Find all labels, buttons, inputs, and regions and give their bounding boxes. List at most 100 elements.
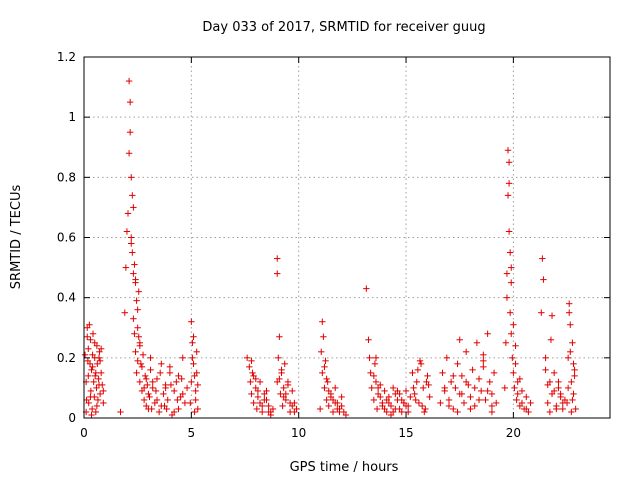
x-tick-label: 10 — [291, 426, 306, 440]
data-point — [148, 405, 155, 413]
x-tick-label: 0 — [80, 426, 88, 440]
data-point — [100, 399, 107, 407]
data-point — [265, 402, 272, 410]
y-tick-label: 0.4 — [57, 291, 76, 305]
data-point — [506, 309, 514, 316]
data-point — [564, 384, 572, 392]
data-point — [425, 381, 432, 389]
data-point — [370, 396, 378, 404]
data-point — [412, 396, 419, 404]
data-point — [192, 396, 199, 404]
data-point — [85, 372, 92, 380]
y-tick-label: 1 — [68, 110, 76, 124]
data-point — [418, 402, 426, 410]
data-point — [278, 366, 285, 374]
data-point — [456, 336, 463, 343]
data-point — [508, 279, 515, 286]
data-point — [91, 372, 99, 380]
data-point — [542, 366, 549, 374]
data-point — [96, 357, 104, 365]
data-point — [126, 98, 134, 106]
data-point — [149, 378, 156, 386]
data-point — [87, 336, 94, 343]
data-point — [372, 354, 380, 362]
data-point — [141, 372, 149, 380]
data-point — [570, 360, 577, 368]
data-point — [422, 405, 429, 413]
data-point — [89, 330, 97, 337]
data-point — [571, 366, 578, 374]
data-point — [250, 372, 257, 380]
data-point — [373, 405, 381, 413]
data-point — [136, 339, 144, 346]
data-point — [338, 393, 345, 401]
y-tick-label: 0.8 — [57, 170, 76, 184]
data-point — [134, 324, 141, 331]
data-point — [424, 372, 431, 380]
data-point — [263, 396, 270, 404]
data-point — [126, 129, 134, 136]
data-point — [480, 363, 487, 371]
data-point — [553, 405, 560, 413]
data-point — [87, 393, 94, 401]
data-point — [389, 408, 397, 416]
data-point — [569, 396, 576, 404]
data-point — [473, 339, 481, 346]
data-point — [458, 390, 466, 398]
data-point — [325, 402, 332, 410]
data-point — [160, 390, 167, 398]
data-point — [452, 384, 459, 392]
data-point — [258, 402, 266, 410]
data-point — [84, 333, 91, 340]
data-point — [123, 228, 131, 235]
data-point — [511, 384, 518, 392]
data-point — [173, 378, 180, 386]
data-point — [371, 360, 379, 368]
data-point — [488, 390, 496, 398]
data-point — [249, 369, 256, 377]
data-point — [276, 333, 283, 340]
data-point — [490, 369, 498, 377]
data-point — [480, 357, 487, 365]
data-point — [404, 408, 412, 416]
data-point — [547, 336, 555, 343]
data-points — [81, 77, 579, 419]
data-point — [282, 390, 290, 398]
data-point — [471, 384, 478, 392]
data-point — [81, 351, 89, 359]
data-point — [324, 378, 331, 386]
data-point — [191, 408, 198, 416]
data-point — [179, 390, 186, 398]
data-point — [501, 384, 508, 392]
x-axis-label: GPS time / hours — [290, 460, 399, 475]
data-point — [178, 375, 185, 383]
x-tick-label: 20 — [506, 426, 521, 440]
data-point — [193, 348, 200, 356]
data-point — [88, 411, 95, 419]
data-point — [504, 147, 512, 154]
data-point — [133, 369, 140, 377]
data-point — [323, 396, 330, 404]
data-point — [512, 360, 519, 368]
data-point — [505, 159, 513, 166]
data-point — [192, 387, 199, 395]
data-point — [274, 255, 281, 262]
data-point — [132, 348, 139, 356]
data-point — [426, 393, 433, 401]
data-point — [95, 354, 103, 362]
data-point — [527, 399, 534, 407]
data-point — [254, 393, 262, 401]
data-point — [139, 351, 147, 359]
data-point — [277, 390, 284, 398]
data-point — [544, 381, 551, 389]
data-point — [570, 390, 577, 398]
data-point — [475, 396, 483, 404]
data-point — [128, 234, 135, 241]
data-point — [460, 399, 468, 407]
data-point — [411, 390, 418, 398]
data-point — [250, 399, 257, 407]
data-point — [153, 396, 161, 404]
data-point — [94, 360, 101, 368]
data-point — [323, 375, 330, 383]
data-point — [367, 369, 374, 377]
